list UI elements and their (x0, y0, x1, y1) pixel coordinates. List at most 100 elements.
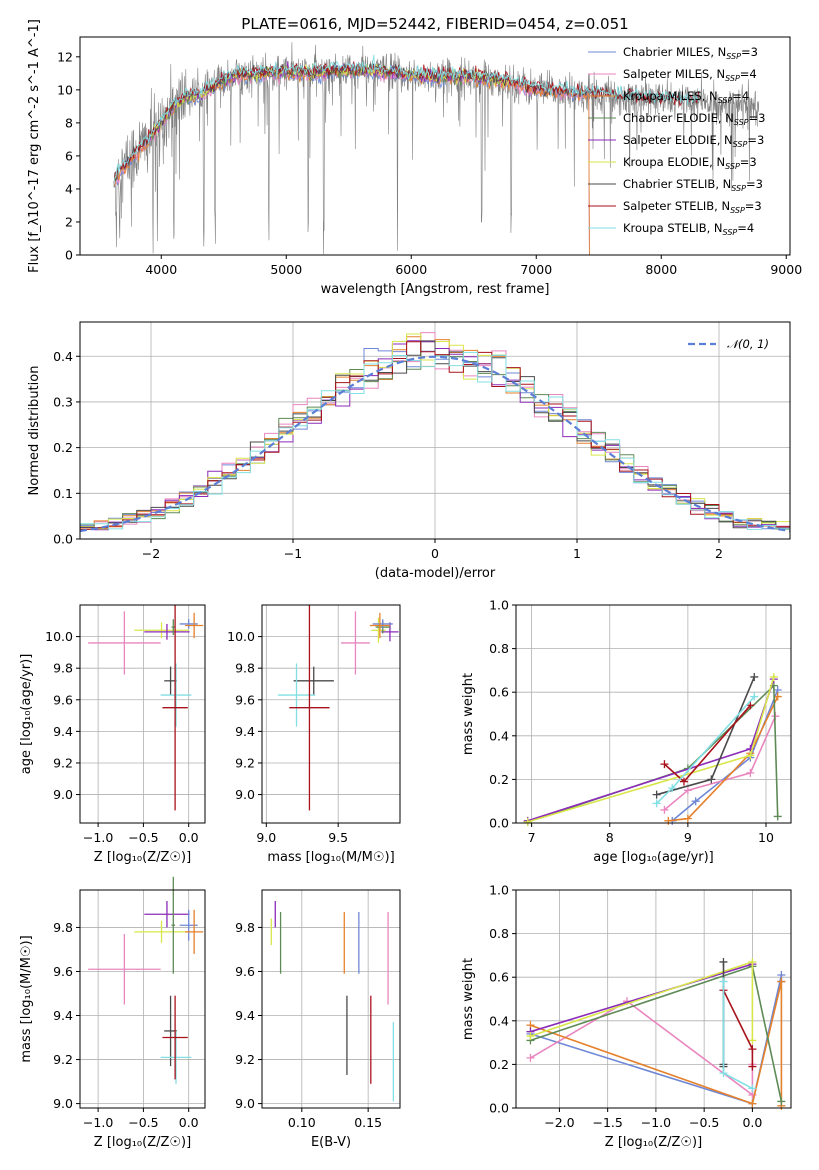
ticks-mass_vs_Z: −1.0 −0.5 0.0 9.0 9.2 9.4 9.6 9.8 (53, 920, 199, 1130)
series-kroupa-elodie (526, 957, 757, 1045)
axes-frame (79, 604, 206, 824)
content-mass_vs_EBV (270, 901, 395, 1102)
plus-marker (691, 797, 700, 806)
plot-mass_vs_Z: −1.0 −0.5 0.0 9.0 9.2 9.4 9.6 9.8 Z [log₁₀(Z/Z☉)… (19, 876, 206, 1150)
x-tick-label: 5000 (270, 262, 302, 277)
y-tick-label: 1.0 (489, 883, 509, 898)
plus-marker (746, 701, 755, 710)
y-tick-label: 0.8 (489, 641, 509, 656)
plus-marker (707, 775, 716, 784)
y-axis-label: Normed distribution (27, 366, 42, 496)
x-tick-label: 0 (431, 546, 439, 561)
series-salpeter-elodie (523, 675, 778, 825)
model-spectrum-salpeter-stelib (113, 60, 700, 186)
legend-n: , N (715, 177, 731, 191)
legend-n: , N (709, 155, 725, 169)
ticks-age_vs_Z: −1.0 −0.5 0.0 9.0 9.2 9.4 9.6 9.8 10.0 (45, 629, 199, 845)
x-tick-label: −1.0 (83, 1115, 113, 1130)
plus-marker (660, 805, 669, 814)
content-residuals (79, 332, 791, 533)
plus-marker (668, 784, 677, 793)
plot-age_vs_mass: 9.0 9.5 9.0 9.2 9.4 9.6 9.8 10.0 mass [log₁₀(M/M… (227, 604, 401, 865)
errorbar-kroupa-elodie (134, 920, 189, 943)
series-line (530, 963, 753, 1033)
series-line (668, 696, 779, 822)
legend-label: Kroupa ELODIE, NSSP=3 (623, 155, 757, 171)
x-tick-label: 8000 (645, 262, 677, 277)
plus-marker (683, 814, 692, 823)
y-tick-label: 9.6 (53, 692, 73, 707)
y-tick-label: 0.6 (489, 970, 509, 985)
y-tick-label: 8 (65, 115, 73, 130)
y-tick-label: 2 (65, 214, 73, 229)
y-tick-label: 0.2 (489, 1057, 509, 1072)
plus-marker (719, 977, 728, 986)
plus-marker (746, 768, 755, 777)
legend-nssp: =3 (749, 111, 766, 125)
plus-marker (769, 672, 778, 681)
ticks-weight_vs_age: 7 8 9 10 0.0 0.2 0.4 0.6 0.8 1.0 (489, 598, 774, 846)
plus-marker (748, 1099, 757, 1108)
plus-marker (750, 692, 759, 701)
y-tick-label: 9.6 (235, 692, 255, 707)
x-tick-label: 0.10 (288, 1115, 316, 1130)
errorbar-kroupa-miles (185, 909, 204, 954)
axes-frame (261, 604, 401, 824)
series-line (663, 715, 777, 811)
x-tick-label: −1.5 (592, 1115, 622, 1130)
legend-name: Kroupa ELODIE (623, 155, 709, 169)
plus-marker (664, 816, 673, 825)
y-tick-label: 10.0 (45, 629, 73, 644)
ticks-age_vs_mass: 9.0 9.5 9.0 9.2 9.4 9.6 9.8 10.0 (227, 629, 348, 845)
plus-marker (750, 672, 759, 681)
errorbar-kroupa-stelib (160, 1030, 192, 1084)
legend-nssp: =3 (740, 155, 757, 169)
legend-subscript: SSP (731, 184, 746, 193)
series-kroupa-stelib (652, 692, 759, 808)
legend-name: Chabrier ELODIE (623, 111, 718, 125)
y-tick-label: 0.0 (489, 816, 509, 831)
legend-subscript: SSP (723, 228, 738, 237)
x-tick-label: −1.0 (83, 830, 113, 845)
grid-age_vs_mass (262, 605, 400, 823)
y-tick-label: 0.4 (489, 728, 509, 743)
x-tick-label: −0.5 (689, 1115, 719, 1130)
content-spectrum (113, 42, 760, 255)
x-axis-label: Z [log₁₀(Z/Z☉)] (94, 850, 191, 865)
x-tick-label: 6000 (395, 262, 427, 277)
legend-nssp: =3 (745, 199, 762, 213)
errorbar-kroupa-miles (185, 612, 204, 639)
y-tick-label: 0.8 (489, 926, 509, 941)
y-tick-label: 9.2 (53, 1052, 73, 1067)
plus-marker (773, 692, 782, 701)
y-tick-label: 9.0 (53, 1096, 73, 1111)
legend-label: Salpeter STELIB, NSSP=3 (623, 199, 762, 215)
legend-subscript: SSP (718, 96, 733, 105)
axes-frame (261, 889, 401, 1109)
plot-mass_vs_EBV: 0.10 0.15 9.0 9.2 9.4 9.6 9.8 E(B-V) (235, 889, 401, 1150)
content-weight_vs_age (523, 672, 782, 826)
legend-subscript: SSP (730, 206, 745, 215)
plus-marker (652, 799, 661, 808)
plot-age_vs_Z: −1.0 −0.5 0.0 9.0 9.2 9.4 9.6 9.8 10.0 Z [log₁₀(Z… (19, 604, 206, 865)
plus-marker (523, 817, 532, 826)
y-tick-label: 9.0 (235, 787, 255, 802)
series-chabrier-stelib (652, 672, 759, 799)
x-tick-label: 2 (715, 546, 723, 561)
y-tick-label: 0 (65, 248, 73, 263)
y-tick-label: 9.4 (53, 1008, 73, 1023)
series-salpeter-miles (660, 712, 780, 814)
x-tick-label: −2.0 (544, 1115, 574, 1130)
x-tick-label: −1 (284, 546, 302, 561)
x-tick-label: 10 (758, 830, 774, 845)
x-tick-label: 0.0 (179, 1115, 199, 1130)
axes-frame (79, 36, 791, 256)
legend-label: Kroupa STELIB, NSSP=4 (623, 221, 754, 237)
grid-weight_vs_age (516, 604, 791, 824)
legend-nssp: =3 (747, 133, 764, 147)
plot-weight_vs_Z: −2.0 −1.5 −1.0 −0.5 0.0 0.0 0.2 0.4 0.6 0.8 1.0 Z [… (461, 883, 792, 1150)
legend-n: , N (710, 45, 726, 59)
y-tick-label: 9.0 (53, 787, 73, 802)
